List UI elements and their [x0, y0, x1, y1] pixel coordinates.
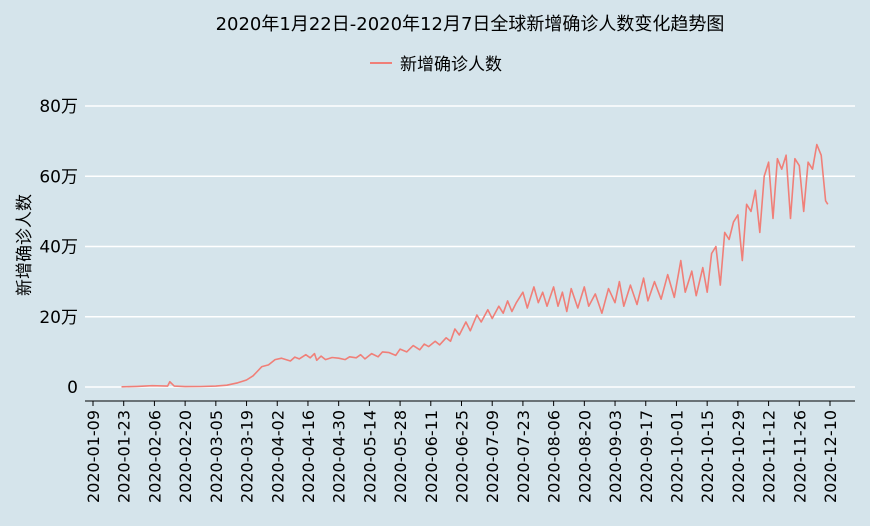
x-tick-label: 2020-08-20: [575, 410, 594, 503]
legend: 新增确诊人数: [370, 50, 502, 75]
x-tick-label: 2020-01-23: [115, 410, 134, 503]
x-tick-label: 2020-04-16: [299, 410, 318, 503]
y-tick-label: 0: [67, 378, 78, 398]
x-tick-label: 2020-07-09: [483, 410, 502, 503]
x-tick-label: 2020-09-03: [606, 410, 625, 503]
x-tick-label: 2020-06-25: [453, 410, 472, 503]
x-tick-label: 2020-06-11: [422, 410, 441, 503]
x-tick-label: 2020-05-28: [391, 410, 410, 503]
x-tick-label: 2020-02-06: [145, 410, 164, 503]
series-line: [121, 143, 829, 388]
chart-title: 2020年1月22日-2020年12月7日全球新增确诊人数变化趋势图: [215, 14, 725, 35]
x-tick-label: 2020-04-30: [330, 410, 349, 503]
series-layer: [121, 143, 829, 388]
x-tick-label: 2020-03-05: [207, 410, 226, 503]
x-tick-label: 2020-10-01: [667, 410, 686, 503]
y-tick-label: 40万: [39, 238, 78, 258]
x-tick-label: 2020-08-06: [545, 410, 564, 503]
x-tick-label: 2020-03-19: [238, 410, 257, 503]
x-tick-label: 2020-01-09: [84, 410, 103, 503]
grid-lines: [85, 105, 855, 388]
x-tick-label: 2020-10-29: [729, 410, 748, 503]
y-tick-label: 80万: [39, 97, 78, 117]
x-tick-label: 2020-10-15: [698, 410, 717, 503]
y-tick-label: 20万: [39, 308, 78, 328]
x-tick-label: 2020-04-02: [268, 410, 287, 503]
x-tick-label: 2020-05-14: [360, 410, 379, 503]
legend-label: 新增确诊人数: [400, 55, 502, 75]
x-tick-label: 2020-11-26: [790, 410, 809, 503]
legend-line-swatch: [370, 61, 392, 64]
x-tick-label: 2020-02-20: [176, 410, 195, 503]
x-tick-label: 2020-12-10: [821, 410, 840, 503]
y-axis-title: 新增确诊人数: [15, 194, 35, 296]
x-tick-label: 2020-11-12: [760, 410, 779, 503]
x-tick-label: 2020-09-17: [637, 410, 656, 503]
y-tick-label: 60万: [39, 167, 78, 187]
x-tick-label: 2020-07-23: [514, 410, 533, 503]
axes: 0 20万 40万 60万 80万 2020-01-09 2020-01-23 2020-02…: [39, 97, 855, 503]
